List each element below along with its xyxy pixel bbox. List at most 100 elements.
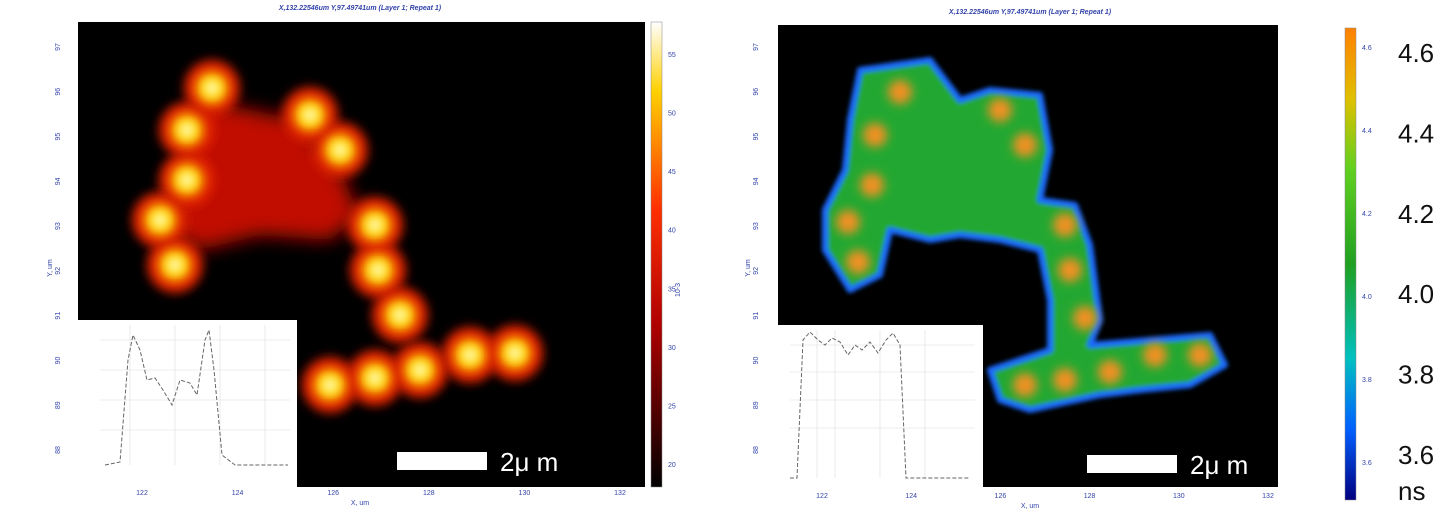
y-tick-label: 95 [753,133,760,141]
colorbar-tick-label: 55 [668,52,676,59]
intensity-image [132,60,543,413]
lifetime-tick-label: 4.4 [1398,118,1434,148]
scale-bar-label: 2μ m [500,447,558,477]
y-tick-label: 95 [55,133,62,141]
bead [1058,258,1082,282]
colorbar-unit: 10-3 [675,283,682,297]
x-tick-label: 132 [614,490,626,497]
lifetime-image [822,57,1228,413]
y-tick-label: 89 [55,401,62,409]
x-tick-label: 132 [1262,493,1274,500]
y-tick-label: 88 [753,446,760,454]
y-tick-label: 93 [753,222,760,230]
scale-bar [397,452,487,470]
y-axis-label: Y, um [745,259,752,277]
lifetime-panel: X,132.22546um Y,97.49741um (Layer 1; Rep… [745,9,1372,510]
lifetime-unit: ns [1398,476,1425,506]
bead-center [368,218,382,232]
bead-center [463,348,477,362]
x-axis-label: X, um [351,500,369,507]
y-tick-label: 94 [753,177,760,185]
lifetime-tick-label: 4.2 [1398,199,1434,229]
bead-center [180,123,194,137]
bead [888,80,912,104]
colorbar-tick-label: 4.4 [1362,128,1372,135]
lifetime-scale: 4.6 4.4 4.2 4.0 3.8 3.6 ns [1398,38,1434,506]
x-axis-label: X, um [1021,503,1039,510]
bead-center [303,108,317,122]
colorbar-tick-label: 40 [668,228,676,235]
bead [1143,343,1167,367]
x-tick-label: 130 [1173,493,1185,500]
x-tick-label: 128 [1084,493,1096,500]
x-tick-label: 122 [136,490,148,497]
y-tick-label: 96 [55,88,62,96]
bead-center [205,81,219,95]
x-tick-label: 122 [816,493,828,500]
y-tick-label: 94 [55,177,62,185]
colorbar-tick-label: 4.6 [1362,45,1372,52]
bead [846,250,870,274]
colorbar-tick-label: 25 [668,403,676,410]
inset-profile [104,329,288,466]
y-tick-label: 97 [753,43,760,51]
colorbar-tick-label: 4.2 [1362,211,1372,218]
panel-title: X,132.22546um Y,97.49741um (Layer 1; Rep… [278,5,442,12]
inset-plot [78,320,297,487]
bead-center [153,213,167,227]
x-tick-label: 126 [327,490,339,497]
colorbar-tick-label: 20 [668,462,676,469]
bead-center [168,258,182,272]
bead [1053,213,1077,237]
y-tick-label: 88 [55,446,62,454]
y-tick-label: 92 [55,267,62,275]
colorbar [1344,27,1357,501]
y-tick-label: 90 [55,356,62,364]
inset-plot [778,325,983,487]
bead-center [371,263,385,277]
colorbar-tick-label: 45 [668,169,676,176]
colorbar [650,21,663,488]
x-tick-label: 130 [519,490,531,497]
x-tick-label: 126 [995,493,1007,500]
colorbar-tick-label: 50 [668,111,676,118]
y-tick-label: 93 [55,222,62,230]
bead-center [368,371,382,385]
lifetime-tick-label: 4.0 [1398,279,1434,309]
bead-center [508,346,522,360]
bead [1098,360,1122,384]
bead [863,123,887,147]
intensity-panel: X,132.22546um Y,97.49741um (Layer 1; Rep… [47,5,682,507]
y-tick-label: 92 [753,267,760,275]
x-tick-label: 128 [423,490,435,497]
y-tick-label: 96 [753,88,760,96]
colorbar-tick-label: 35 [668,286,676,293]
x-tick-label: 124 [232,490,244,497]
lifetime-tick-label: 3.8 [1398,360,1434,390]
y-tick-label: 91 [55,312,62,320]
bead [1013,133,1037,157]
bead-center [393,308,407,322]
panel-title: X,132.22546um Y,97.49741um (Layer 1; Rep… [948,9,1112,16]
colorbar-tick-label: 3.8 [1362,377,1372,384]
y-tick-label: 90 [753,356,760,364]
bead-center [333,143,347,157]
lifetime-tick-label: 3.6 [1398,440,1434,470]
scale-bar [1087,455,1177,473]
colorbar-tick-label: 30 [668,345,676,352]
bead [1073,306,1097,330]
bead-center [323,378,337,392]
bead [860,173,884,197]
colorbar-tick-label: 4.0 [1362,294,1372,301]
x-tick-label: 124 [905,493,917,500]
inset-grid [790,330,975,478]
y-tick-label: 97 [55,43,62,51]
bead-center [413,363,427,377]
colorbar-tick-label: 3.6 [1362,460,1372,467]
y-tick-label: 89 [753,401,760,409]
bead [1053,368,1077,392]
y-axis-label: Y, um [47,259,54,277]
lifetime-tick-label: 4.6 [1398,38,1434,68]
bead [1188,343,1212,367]
